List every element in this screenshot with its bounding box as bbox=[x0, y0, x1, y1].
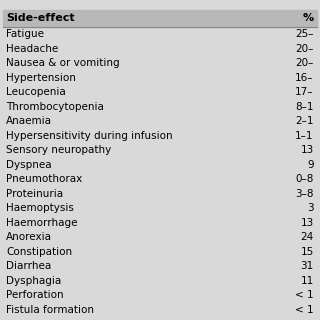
Text: Hypersensitivity during infusion: Hypersensitivity during infusion bbox=[6, 131, 173, 141]
Text: 2–1: 2–1 bbox=[295, 116, 314, 126]
Text: 3: 3 bbox=[307, 203, 314, 213]
Text: Constipation: Constipation bbox=[6, 247, 73, 257]
Text: 31: 31 bbox=[300, 261, 314, 271]
Text: 15: 15 bbox=[300, 247, 314, 257]
Text: 8–1: 8–1 bbox=[295, 102, 314, 112]
Text: 0–8: 0–8 bbox=[295, 174, 314, 184]
Text: 20–: 20– bbox=[295, 59, 314, 68]
Text: 24: 24 bbox=[300, 232, 314, 242]
Text: 20–: 20– bbox=[295, 44, 314, 54]
Text: Nausea & or vomiting: Nausea & or vomiting bbox=[6, 59, 120, 68]
Text: Headache: Headache bbox=[6, 44, 59, 54]
Text: 3–8: 3–8 bbox=[295, 189, 314, 199]
Text: Fatigue: Fatigue bbox=[6, 29, 44, 39]
Text: Sensory neuropathy: Sensory neuropathy bbox=[6, 145, 112, 155]
Text: 11: 11 bbox=[300, 276, 314, 286]
Text: < 1: < 1 bbox=[295, 305, 314, 315]
Text: Perforation: Perforation bbox=[6, 290, 64, 300]
Text: 17–: 17– bbox=[295, 87, 314, 97]
Text: 13: 13 bbox=[300, 145, 314, 155]
Text: Anaemia: Anaemia bbox=[6, 116, 52, 126]
Text: Hypertension: Hypertension bbox=[6, 73, 76, 83]
Text: Thrombocytopenia: Thrombocytopenia bbox=[6, 102, 104, 112]
Text: Pneumothorax: Pneumothorax bbox=[6, 174, 83, 184]
Text: Dyspnea: Dyspnea bbox=[6, 160, 52, 170]
Text: Side-effect: Side-effect bbox=[6, 13, 75, 23]
Text: < 1: < 1 bbox=[295, 290, 314, 300]
Text: Fistula formation: Fistula formation bbox=[6, 305, 94, 315]
Text: Haemoptysis: Haemoptysis bbox=[6, 203, 74, 213]
Text: Diarrhea: Diarrhea bbox=[6, 261, 52, 271]
Bar bbox=[3, 10, 317, 27]
Text: 25–: 25– bbox=[295, 29, 314, 39]
Text: 16–: 16– bbox=[295, 73, 314, 83]
Text: 1–1: 1–1 bbox=[295, 131, 314, 141]
Text: Anorexia: Anorexia bbox=[6, 232, 52, 242]
Text: 13: 13 bbox=[300, 218, 314, 228]
Text: Proteinuria: Proteinuria bbox=[6, 189, 64, 199]
Text: 9: 9 bbox=[307, 160, 314, 170]
Text: Haemorrhage: Haemorrhage bbox=[6, 218, 78, 228]
Text: %: % bbox=[302, 13, 314, 23]
Text: Dysphagia: Dysphagia bbox=[6, 276, 62, 286]
Text: Leucopenia: Leucopenia bbox=[6, 87, 66, 97]
